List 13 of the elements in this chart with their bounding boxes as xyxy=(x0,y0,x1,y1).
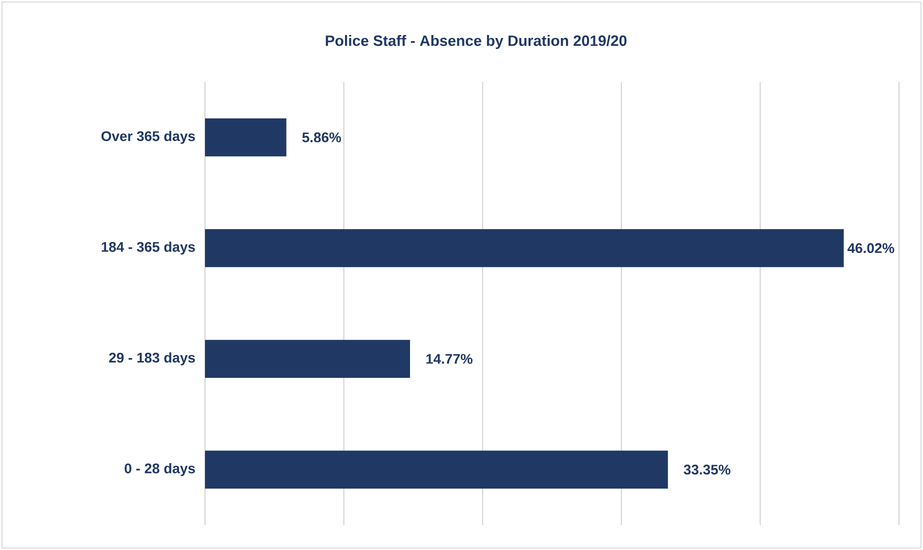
data-label: 5.86% xyxy=(302,132,342,142)
chart-title: Police Staff - Absence by Duration 2019/20 xyxy=(326,35,626,49)
y-tick-label: 29 - 183 days xyxy=(109,352,195,366)
data-label: 33.35% xyxy=(684,464,730,475)
data-label: 14.77% xyxy=(426,354,472,364)
data-label: 46.02% xyxy=(848,243,894,254)
bar xyxy=(205,118,286,156)
y-tick-label: Over 365 days xyxy=(101,130,195,144)
bar xyxy=(205,340,410,378)
bar xyxy=(205,450,668,489)
bar xyxy=(205,229,844,268)
y-tick-label: 0 - 28 days xyxy=(124,463,195,476)
y-tick-label: 184 - 365 days xyxy=(102,242,195,255)
